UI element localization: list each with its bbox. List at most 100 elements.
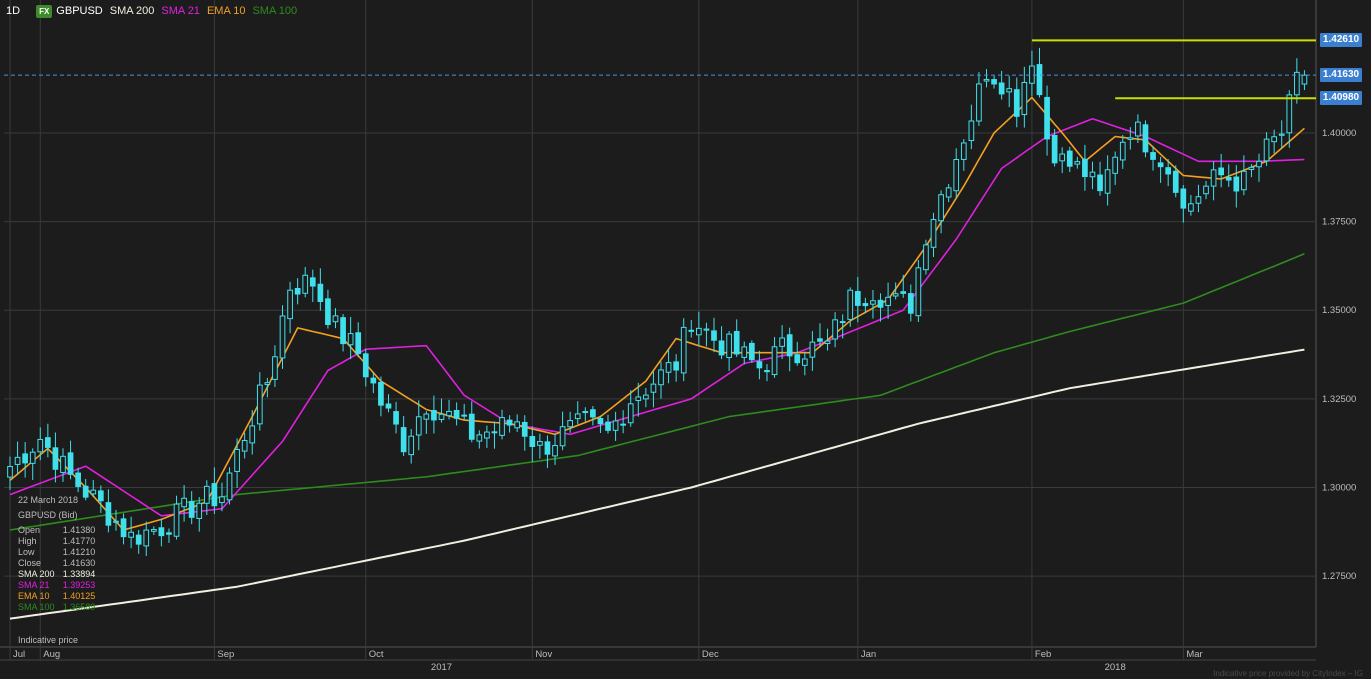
candle-body: [817, 338, 823, 342]
candle-body: [915, 267, 922, 317]
sma21-line: [9, 118, 1305, 517]
candle-body: [241, 440, 248, 452]
candle-body: [1157, 162, 1164, 168]
candle-body: [786, 334, 793, 357]
candle-body: [930, 219, 937, 248]
candle-body: [726, 333, 732, 359]
candle-body: [824, 340, 831, 345]
candle-body: [741, 346, 748, 358]
candle-body: [1036, 64, 1043, 96]
candle-body: [1127, 137, 1134, 140]
candle-body: [832, 319, 838, 340]
candle-body: [1135, 121, 1141, 137]
candle-body: [1059, 153, 1066, 162]
candle-body: [854, 291, 861, 306]
candle-body: [1225, 177, 1232, 181]
x-month-label: Jan: [861, 649, 876, 660]
candle-body: [347, 333, 354, 346]
candle-body: [514, 421, 521, 429]
candle-body: [748, 342, 755, 361]
candle-body: [801, 358, 808, 366]
candle-body: [1301, 74, 1308, 85]
legend-sma100[interactable]: SMA 100: [252, 5, 298, 17]
x-month-label: Dec: [702, 649, 719, 660]
candle-body: [635, 396, 642, 402]
candle-body: [529, 436, 536, 447]
info-row-sma200: SMA 200 1.33894: [18, 569, 96, 579]
candle-body: [226, 472, 233, 501]
candle-body: [718, 340, 725, 356]
candle-body: [900, 291, 907, 294]
candle-body: [733, 330, 740, 355]
candle-body: [862, 303, 869, 307]
info-row-sma21: SMA 21 1.39253: [18, 580, 96, 590]
candle-body: [370, 377, 377, 384]
info-instrument: GBPUSD (Bid): [18, 510, 78, 520]
info-date: 22 March 2018: [18, 495, 79, 505]
candle-body: [1278, 133, 1285, 136]
x-year-label: 2017: [431, 662, 452, 673]
candle-body: [1172, 170, 1179, 193]
candle-body: [37, 438, 44, 453]
sma200-line: [9, 348, 1305, 620]
candle-body: [393, 411, 399, 425]
candle-body: [468, 413, 475, 440]
candle-body: [128, 531, 134, 538]
candle-body: [711, 330, 717, 341]
legend-sma21[interactable]: SMA 21: [161, 5, 200, 17]
candle-body: [1210, 169, 1217, 187]
candle-body: [923, 244, 929, 271]
candle-body: [1097, 174, 1103, 192]
candle-body: [173, 503, 180, 537]
candle-body: [446, 410, 452, 417]
candle-body: [756, 361, 763, 369]
candle-body: [877, 299, 884, 308]
candle-body: [1119, 141, 1126, 161]
candle-body: [779, 337, 785, 347]
candle-body: [1104, 169, 1111, 194]
candle-body: [998, 82, 1005, 95]
info-row-sma100: SMA 100 1.36589: [18, 602, 96, 612]
candle-body: [60, 455, 66, 473]
candle-body: [1044, 96, 1050, 140]
candle-body: [105, 502, 112, 526]
candle-body: [385, 403, 392, 409]
candle-body: [1271, 136, 1277, 143]
candle-body: [279, 315, 286, 359]
candle-body: [75, 472, 81, 487]
candle-body: [1233, 176, 1240, 192]
legend-sma200[interactable]: SMA 200: [109, 5, 155, 17]
candle-body: [574, 413, 581, 420]
crosshair-info-panel: 22 March 2018 GBPUSD (Bid) Open 1.41380 H…: [18, 495, 100, 613]
candle-body: [113, 520, 119, 523]
candle-body: [219, 496, 225, 504]
timeframe-label[interactable]: 1D: [6, 5, 21, 17]
candle-body: [1150, 152, 1156, 160]
x-month-label: Jul: [13, 649, 25, 660]
candle-body: [256, 384, 263, 425]
candle-body: [703, 328, 710, 331]
candle-body: [620, 423, 626, 426]
symbol-label[interactable]: GBPUSD: [56, 5, 103, 17]
candle-body: [1066, 150, 1073, 167]
candle-body: [29, 451, 36, 464]
candle-body: [453, 410, 460, 419]
candle-body: [983, 78, 990, 82]
candle-body: [476, 434, 483, 442]
candle-body: [991, 79, 997, 85]
legend-ema10[interactable]: EMA 10: [206, 5, 246, 17]
candle-body: [196, 502, 203, 519]
candle-body: [22, 453, 28, 464]
candle-body: [1203, 185, 1209, 195]
info-row-open: Open 1.41380: [18, 525, 96, 535]
candle-body: [438, 413, 445, 420]
candle-body: [1248, 166, 1255, 170]
candle-body: [181, 497, 187, 508]
candle-body: [82, 485, 89, 498]
candle-body: [643, 394, 649, 400]
candle-body: [287, 289, 293, 320]
candle-body: [559, 426, 566, 447]
candle-body: [309, 277, 316, 287]
candle-body: [1006, 88, 1013, 93]
